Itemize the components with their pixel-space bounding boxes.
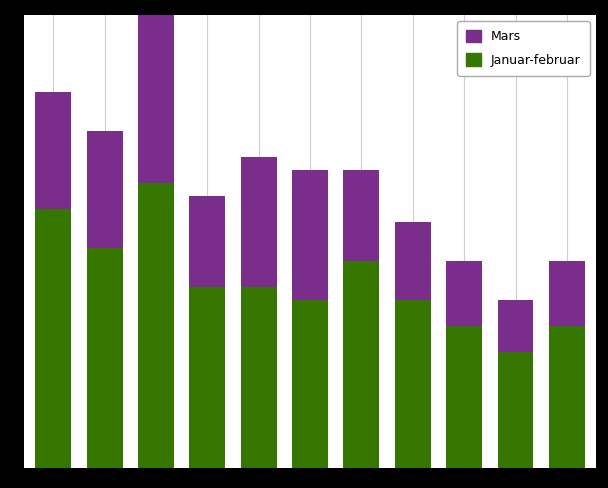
Bar (35, 92, 71, 209)
Bar (35, 209, 71, 468)
Bar (446, 326, 482, 468)
Bar (497, 300, 533, 352)
Bar (241, 157, 277, 287)
Bar (87, 248, 123, 468)
Bar (241, 287, 277, 468)
Bar (446, 261, 482, 326)
Bar (395, 222, 431, 300)
Bar (549, 326, 585, 468)
Bar (189, 287, 226, 468)
Bar (497, 352, 533, 468)
Bar (292, 170, 328, 300)
Bar (292, 300, 328, 468)
Bar (549, 261, 585, 326)
Bar (344, 261, 379, 468)
Bar (189, 196, 226, 287)
Bar (87, 131, 123, 248)
Bar (138, 183, 174, 468)
Bar (395, 300, 431, 468)
Bar (138, 0, 174, 183)
Legend: Mars, Januar-februar: Mars, Januar-februar (457, 21, 590, 76)
Bar (344, 170, 379, 261)
